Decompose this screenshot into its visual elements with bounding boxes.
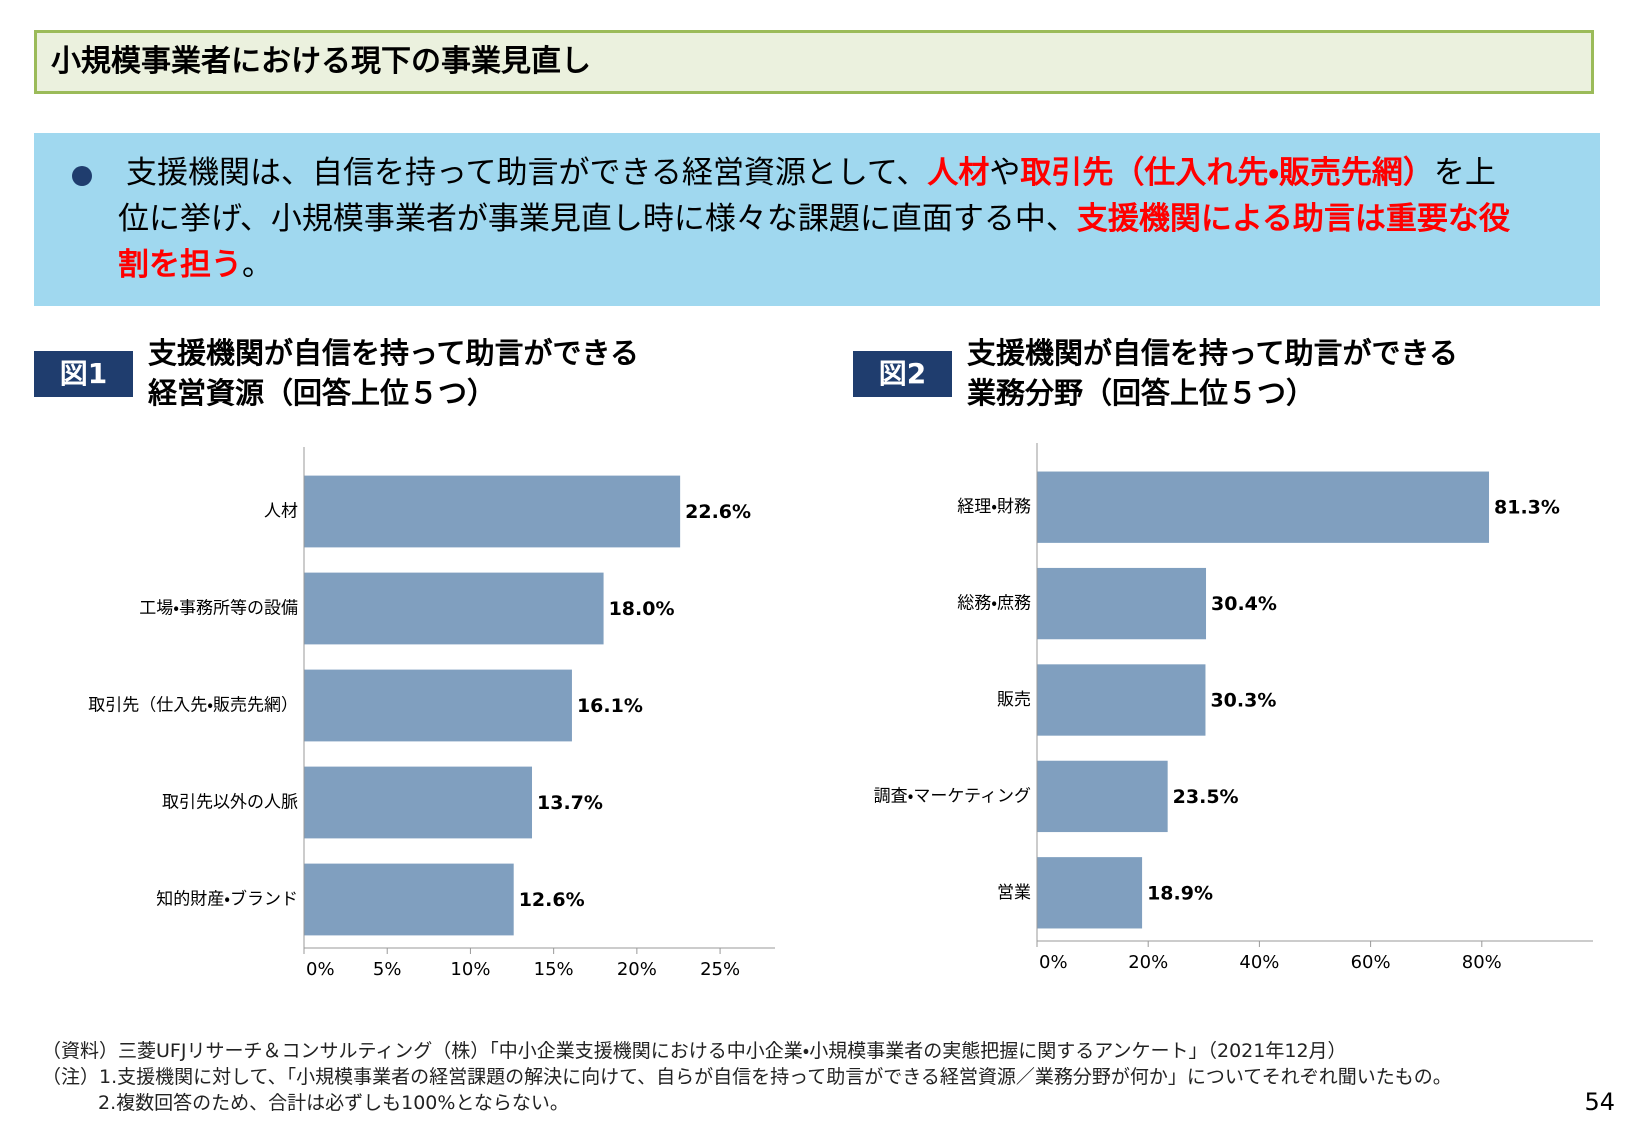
value-label: 30.3% — [1210, 690, 1276, 712]
figure-label: 図1 — [34, 351, 133, 397]
summary-segment: 取引先（仕入れ先・販売先網） — [1020, 155, 1434, 191]
y-tick-label: 経理・財務 — [957, 497, 1031, 517]
footnote: （資料）三菱UFJリサーチ＆コンサルティング（株）「中小企業支援機関における中小… — [42, 1040, 1347, 1062]
bar — [304, 766, 533, 839]
bar — [1037, 760, 1168, 833]
bullet-dot — [72, 166, 92, 186]
y-tick-label: 調査・マーケティング — [874, 786, 1031, 806]
summary-segment: を上位に挙げ、小規模事業者が事業見直し時に様々な課題に直面する中、 — [118, 155, 1496, 237]
x-tick-label: 40% — [1239, 952, 1279, 973]
bar — [304, 863, 514, 936]
page-number: 54 — [1584, 1088, 1615, 1116]
figure-label: 図2 — [853, 351, 952, 397]
y-tick-label: 取引先以外の人脈 — [162, 793, 298, 813]
summary-segment: 支援機関は、自信を持って助言ができる経営資源として、 — [126, 155, 928, 191]
x-tick-label: 15% — [534, 959, 574, 980]
x-tick-label: 0% — [1039, 952, 1068, 973]
value-label: 81.3% — [1494, 497, 1560, 519]
chart-title: 支援機関が自信を持って助言ができる 業務分野（回答上位５つ） — [967, 336, 1458, 410]
value-label: 30.4% — [1211, 593, 1277, 615]
bar — [304, 669, 572, 742]
summary-segment: 支援機関による助言は重要な役割を担う — [118, 201, 1510, 283]
x-tick-label: 20% — [1128, 952, 1168, 973]
bar — [1037, 664, 1206, 736]
bar — [304, 572, 604, 645]
value-label: 18.0% — [609, 598, 675, 620]
bar — [1037, 567, 1207, 640]
x-tick-label: 10% — [450, 959, 490, 980]
value-label: 13.7% — [537, 792, 603, 814]
summary-segment: 。 — [242, 247, 273, 283]
y-tick-label: 営業 — [997, 883, 1031, 903]
value-label: 22.6% — [685, 501, 751, 523]
value-label: 12.6% — [519, 889, 585, 911]
value-label: 16.1% — [577, 695, 643, 717]
x-tick-label: 0% — [306, 959, 335, 980]
summary-text: 支援機関は、自信を持って助言ができる経営資源として、人材や取引先（仕入れ先・販売… — [118, 150, 1518, 288]
title: 小規模事業者における現下の事業見直し — [34, 30, 1594, 94]
value-label: 23.5% — [1173, 786, 1239, 808]
y-tick-label: 知的財産・ブランド — [156, 889, 298, 910]
x-tick-label: 25% — [700, 959, 740, 980]
y-tick-label: 人材 — [264, 502, 298, 522]
bar — [1037, 857, 1143, 929]
x-tick-label: 80% — [1462, 952, 1502, 973]
summary-box — [34, 133, 1600, 306]
footnote: （注）1.支援機関に対して、「小規模事業者の経営課題の解決に向けて、自らが自信を… — [42, 1066, 1452, 1088]
x-tick-label: 60% — [1351, 952, 1391, 973]
y-tick-label: 総務・庶務 — [957, 594, 1031, 614]
chart-title: 支援機関が自信を持って助言ができる 経営資源（回答上位５つ） — [148, 336, 639, 410]
summary-segment: 人材 — [927, 155, 990, 191]
x-tick-label: 20% — [617, 959, 657, 980]
bar — [1037, 471, 1490, 543]
y-tick-label: 取引先（仕入先・販売先網） — [88, 696, 298, 716]
y-tick-label: 販売 — [997, 690, 1031, 710]
x-tick-label: 5% — [373, 959, 402, 980]
summary-segment: や — [989, 155, 1021, 191]
value-label: 18.9% — [1147, 882, 1213, 904]
footnote: 2.複数回答のため、合計は必ずしも100%とならない。 — [98, 1092, 569, 1114]
y-tick-label: 工場・事務所等の設備 — [139, 599, 298, 619]
bar — [304, 475, 681, 548]
